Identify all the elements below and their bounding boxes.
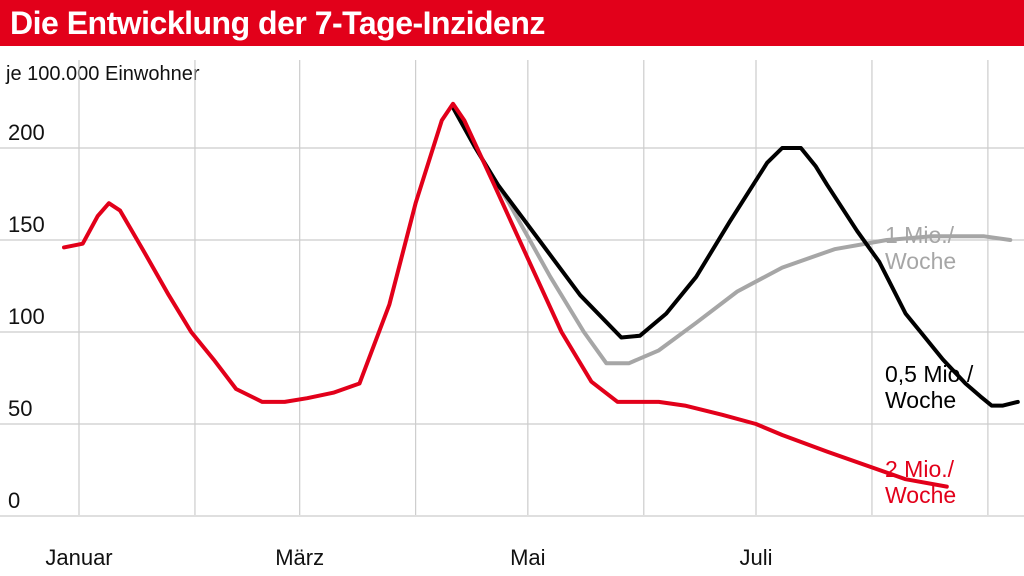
series-label-1: 0,5 Mio./Woche (885, 361, 974, 413)
series-line-1 (451, 105, 1020, 408)
x-tick-label-2: Mai (510, 545, 545, 570)
series-line-0 (62, 101, 949, 489)
y-tick-label-0: 0 (8, 488, 20, 513)
y-tick-label-200: 200 (8, 120, 45, 145)
series-label-2: 1 Mio./Woche (885, 222, 956, 274)
series-lines (62, 101, 1020, 489)
y-tick-label-50: 50 (8, 396, 32, 421)
y-tick-label-100: 100 (8, 304, 45, 329)
series-label-0: 2 Mio./Woche (885, 456, 956, 508)
grid-lines (0, 60, 1024, 517)
tick-labels: 0 50 100 150 200 Januar März Mai Juli (8, 120, 773, 570)
x-tick-label-0: Januar (45, 545, 112, 570)
x-tick-label-3: Juli (739, 545, 772, 570)
y-tick-label-150: 150 (8, 212, 45, 237)
title-bar: Die Entwicklung der 7-Tage-Inzidenz (0, 0, 1024, 46)
series-line-2 (451, 105, 1013, 366)
series-labels: 1 Mio./Woche 0,5 Mio./Woche 2 Mio./Woche (885, 222, 974, 508)
y-axis-unit-label: je 100.000 Einwohner (5, 63, 200, 85)
x-tick-label-1: März (275, 545, 324, 570)
chart-title: Die Entwicklung der 7-Tage-Inzidenz (10, 5, 545, 41)
